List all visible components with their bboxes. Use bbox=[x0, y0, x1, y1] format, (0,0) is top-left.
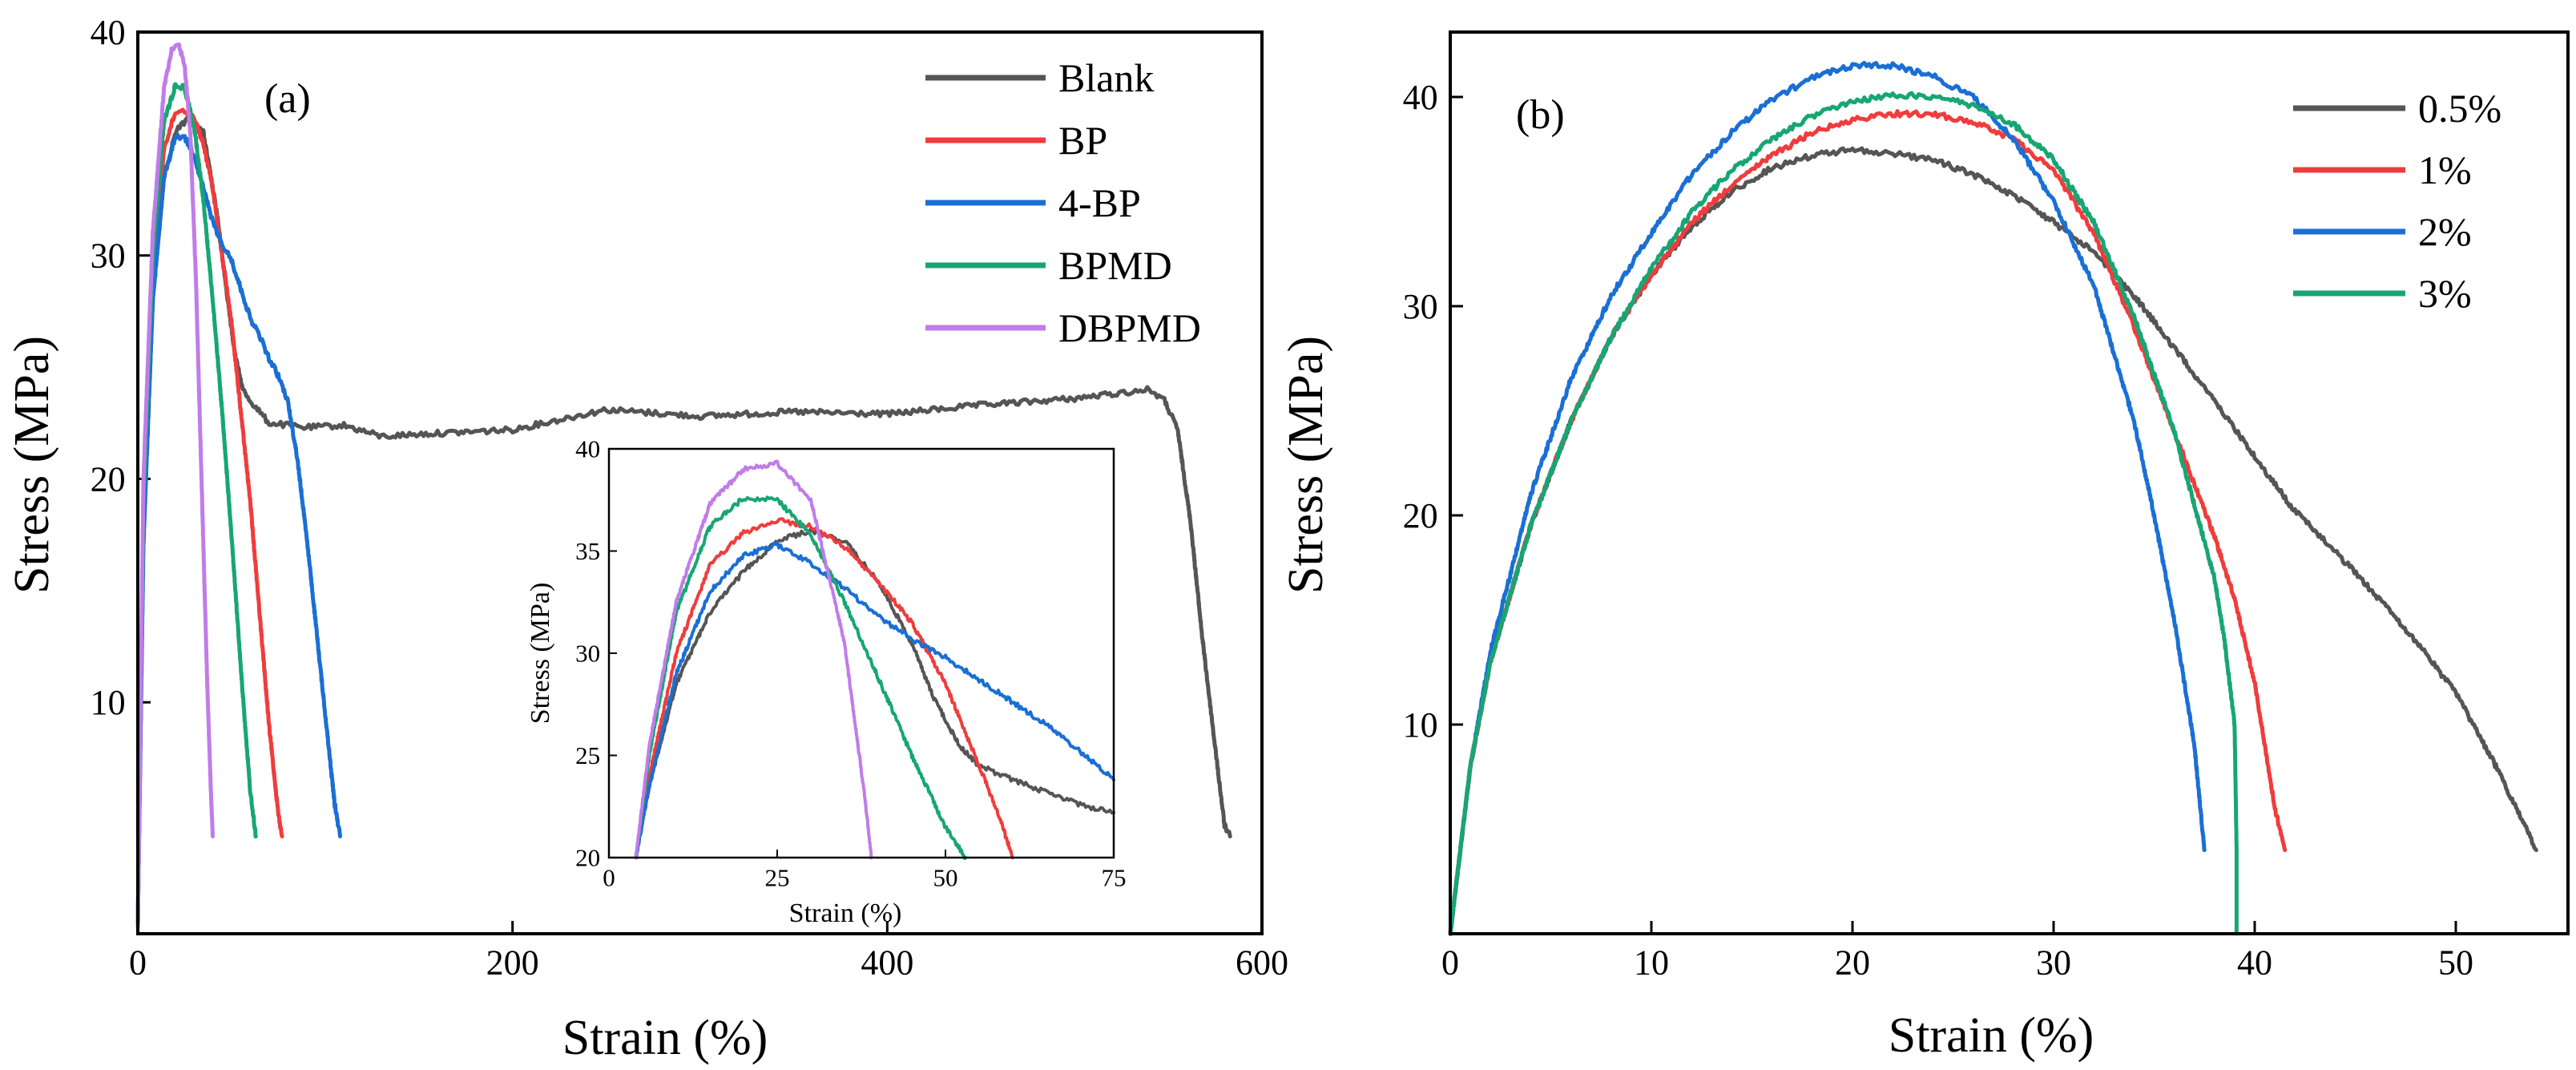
panel-a-x-tick-label: 600 bbox=[1236, 943, 1288, 983]
inset-y-tick-label: 35 bbox=[575, 537, 600, 565]
panel-a-y-tick-label: 20 bbox=[91, 459, 126, 499]
panel-b-y-tick-label: 30 bbox=[1403, 287, 1438, 326]
panel-a-x-tick-label: 400 bbox=[861, 943, 913, 983]
inset-series bbox=[634, 459, 1115, 860]
panel-b-series-line-2 bbox=[1448, 60, 2207, 936]
panel-a-series bbox=[135, 42, 1232, 928]
panel-b-legend: 0.5% 1% 2% 3% bbox=[2293, 86, 2501, 316]
panel-a-y-tick-label: 10 bbox=[91, 683, 126, 722]
panel-a-legend-label-bpmd: BPMD bbox=[1058, 243, 1172, 288]
inset-series-line-4-bp bbox=[634, 541, 1115, 859]
inset-series-line-dbpmd bbox=[634, 459, 873, 860]
panel-a-legend-label-blank: Blank bbox=[1058, 55, 1154, 100]
inset-x-tick-label: 50 bbox=[933, 864, 958, 892]
inset-x-axis-title: Strain (%) bbox=[789, 898, 902, 928]
panel-a-y-axis-title: Stress (MPa) bbox=[5, 336, 59, 594]
panel-a-series-line-4-bp bbox=[135, 132, 342, 928]
panel-b-legend-label-1: 1% bbox=[2418, 147, 2472, 192]
inset-plot-frame bbox=[607, 447, 1115, 859]
panel-a-legend-label-dbpmd: DBPMD bbox=[1058, 305, 1201, 350]
panel-a-plot-frame bbox=[136, 30, 1264, 935]
panel-b-plot-frame bbox=[1449, 30, 2570, 935]
panel-b-x-axis-title: Strain (%) bbox=[1889, 1008, 2094, 1063]
panel-a-x-tick-label: 200 bbox=[486, 943, 539, 983]
inset-y-tick-label: 40 bbox=[575, 435, 600, 463]
panel-b-series bbox=[1448, 60, 2538, 936]
panel-b-series-line-3 bbox=[1448, 91, 2239, 936]
inset-x-tick-label: 75 bbox=[1102, 864, 1127, 892]
panel-b-legend-label-3: 3% bbox=[2418, 271, 2472, 316]
panel-b-series-line-0-5 bbox=[1448, 146, 2538, 936]
panel-b: (b) Strain (%) Stress (MPa) 0 10 20 30 40 50 1… bbox=[1279, 30, 2570, 1063]
panel-b-label: (b) bbox=[1516, 92, 1565, 138]
inset-ticks: 0 25 50 75 20 25 30 35 40 bbox=[575, 435, 1126, 892]
panel-b-y-tick-label: 20 bbox=[1403, 496, 1438, 535]
panel-b-y-axis-title: Stress (MPa) bbox=[1279, 336, 1333, 594]
inset-y-axis-title: Stress (MPa) bbox=[526, 583, 555, 725]
panel-b-y-tick-label: 10 bbox=[1403, 705, 1438, 745]
panel-a-x-tick-label: 0 bbox=[129, 943, 147, 983]
panel-a-inset: 0 25 50 75 20 25 30 35 40 Strain (%) Stress (MPa… bbox=[526, 435, 1127, 928]
panel-a-y-tick-label: 40 bbox=[91, 13, 126, 52]
inset-x-tick-label: 25 bbox=[765, 864, 790, 892]
panel-a-label: (a) bbox=[264, 76, 311, 122]
panel-a-x-axis-title: Strain (%) bbox=[562, 1011, 768, 1065]
panel-b-legend-label-2: 2% bbox=[2418, 209, 2472, 254]
inset-series-line-bpmd bbox=[634, 495, 968, 860]
panel-a: (a) Strain (%) Stress (MPa) 0 200 400 60010… bbox=[5, 13, 1288, 1065]
panel-b-y-tick-label: 40 bbox=[1403, 78, 1438, 117]
panel-b-x-tick-label: 40 bbox=[2237, 943, 2272, 983]
panel-b-legend-label-0-5: 0.5% bbox=[2418, 86, 2501, 131]
panel-b-x-tick-label: 0 bbox=[1441, 943, 1459, 983]
panel-b-x-tick-label: 20 bbox=[1835, 943, 1870, 983]
inset-y-tick-label: 20 bbox=[575, 844, 600, 872]
panel-a-legend: Blank BP 4-BP BPMD DBPMD bbox=[925, 55, 1201, 350]
panel-b-x-tick-label: 50 bbox=[2438, 943, 2473, 983]
panel-b-ticks: 0 10 20 30 40 50 10 20 30 40 bbox=[1403, 78, 2473, 983]
inset-y-tick-label: 25 bbox=[575, 741, 600, 769]
panel-a-legend-label-4-bp: 4-BP bbox=[1058, 180, 1141, 225]
panel-b-x-tick-label: 30 bbox=[2036, 943, 2071, 983]
inset-y-tick-label: 30 bbox=[575, 640, 600, 668]
panel-a-series-line-dbpmd bbox=[135, 42, 215, 928]
inset-x-tick-label: 0 bbox=[603, 864, 615, 892]
panel-b-series-line-1 bbox=[1448, 109, 2288, 936]
panel-a-y-tick-label: 30 bbox=[91, 236, 126, 276]
panel-a-legend-label-bp: BP bbox=[1058, 118, 1107, 163]
panel-b-x-tick-label: 10 bbox=[1634, 943, 1669, 983]
